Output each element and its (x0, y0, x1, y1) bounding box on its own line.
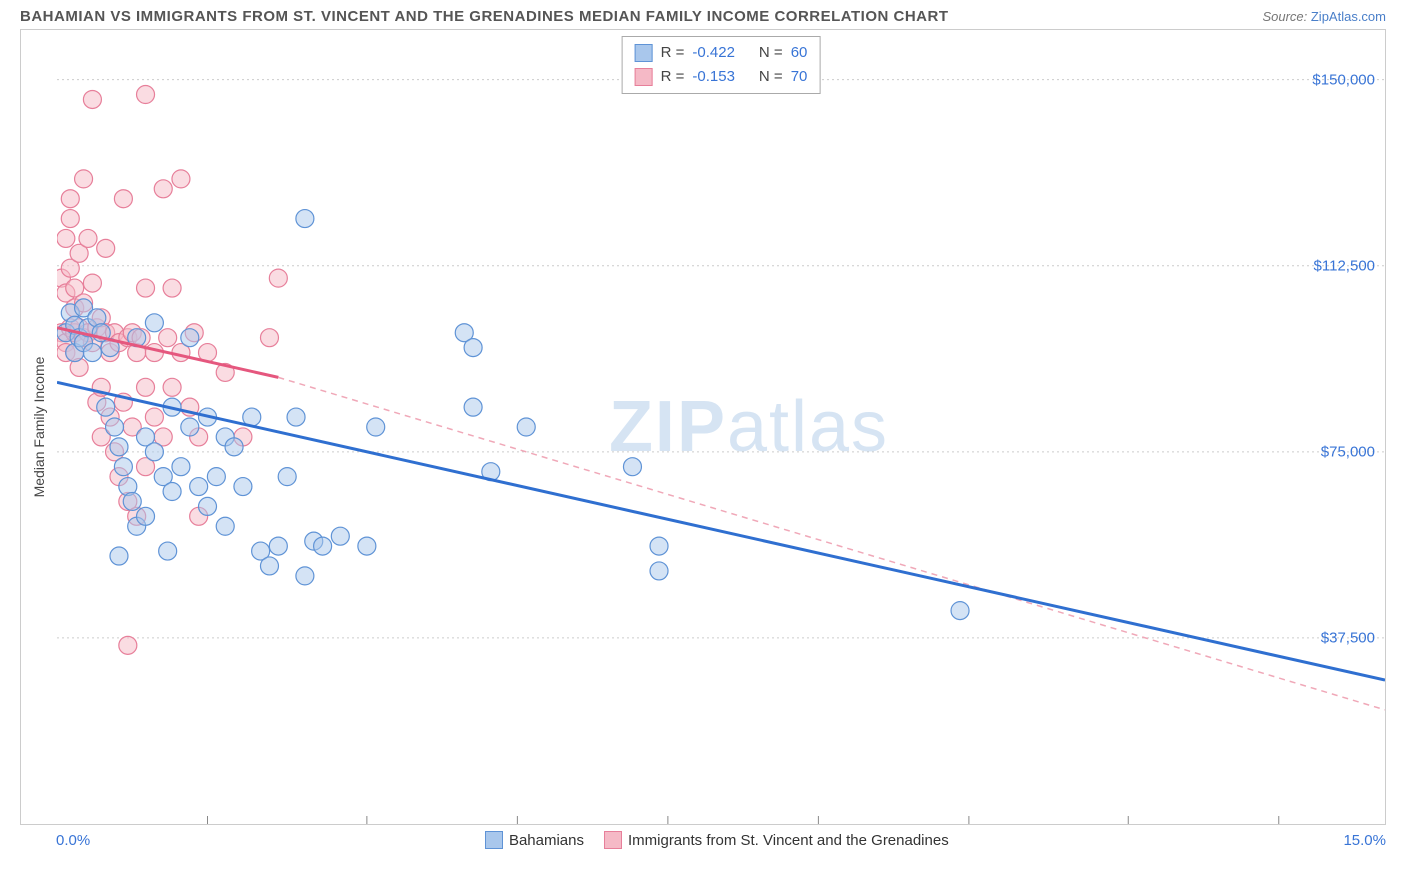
plot-area: ZIPatlas R = -0.422 N = 60 R = -0.153 N … (57, 30, 1385, 824)
stat-label-n: N = (759, 41, 783, 65)
stat-label-n: N = (759, 65, 783, 89)
source-attribution: Source: ZipAtlas.com (1262, 9, 1386, 24)
stat-label-r: R = (661, 41, 685, 65)
stats-legend-box: R = -0.422 N = 60 R = -0.153 N = 70 (622, 36, 821, 94)
stat-r-1: -0.153 (692, 65, 735, 89)
scatter-svg (57, 30, 1385, 824)
swatch-series-1 (635, 68, 653, 86)
legend-label-1: Immigrants from St. Vincent and the Gren… (628, 832, 949, 849)
legend-label-0: Bahamians (509, 832, 584, 849)
swatch-series-0 (635, 44, 653, 62)
source-prefix: Source: (1262, 9, 1310, 24)
legend-item-0: Bahamians (485, 831, 584, 849)
legend-swatch-0 (485, 831, 503, 849)
legend-swatch-1 (604, 831, 622, 849)
x-max-label: 15.0% (1343, 832, 1386, 849)
stats-row-0: R = -0.422 N = 60 (635, 41, 808, 65)
stats-row-1: R = -0.153 N = 70 (635, 65, 808, 89)
stat-n-0: 60 (791, 41, 808, 65)
y-tick-label: $37,500 (1321, 629, 1375, 646)
x-min-label: 0.0% (56, 832, 90, 849)
chart-container: Median Family Income ZIPatlas R = -0.422… (20, 29, 1386, 825)
y-axis-label: Median Family Income (31, 357, 47, 498)
stat-r-0: -0.422 (692, 41, 735, 65)
y-tick-label: $75,000 (1321, 443, 1375, 460)
stat-label-r: R = (661, 65, 685, 89)
y-tick-label: $150,000 (1312, 71, 1375, 88)
source-link[interactable]: ZipAtlas.com (1311, 9, 1386, 24)
stat-n-1: 70 (791, 65, 808, 89)
chart-title: BAHAMIAN VS IMMIGRANTS FROM ST. VINCENT … (20, 8, 949, 25)
bottom-legend: Bahamians Immigrants from St. Vincent an… (485, 831, 949, 849)
legend-item-1: Immigrants from St. Vincent and the Gren… (604, 831, 949, 849)
y-tick-label: $112,500 (1314, 257, 1375, 274)
